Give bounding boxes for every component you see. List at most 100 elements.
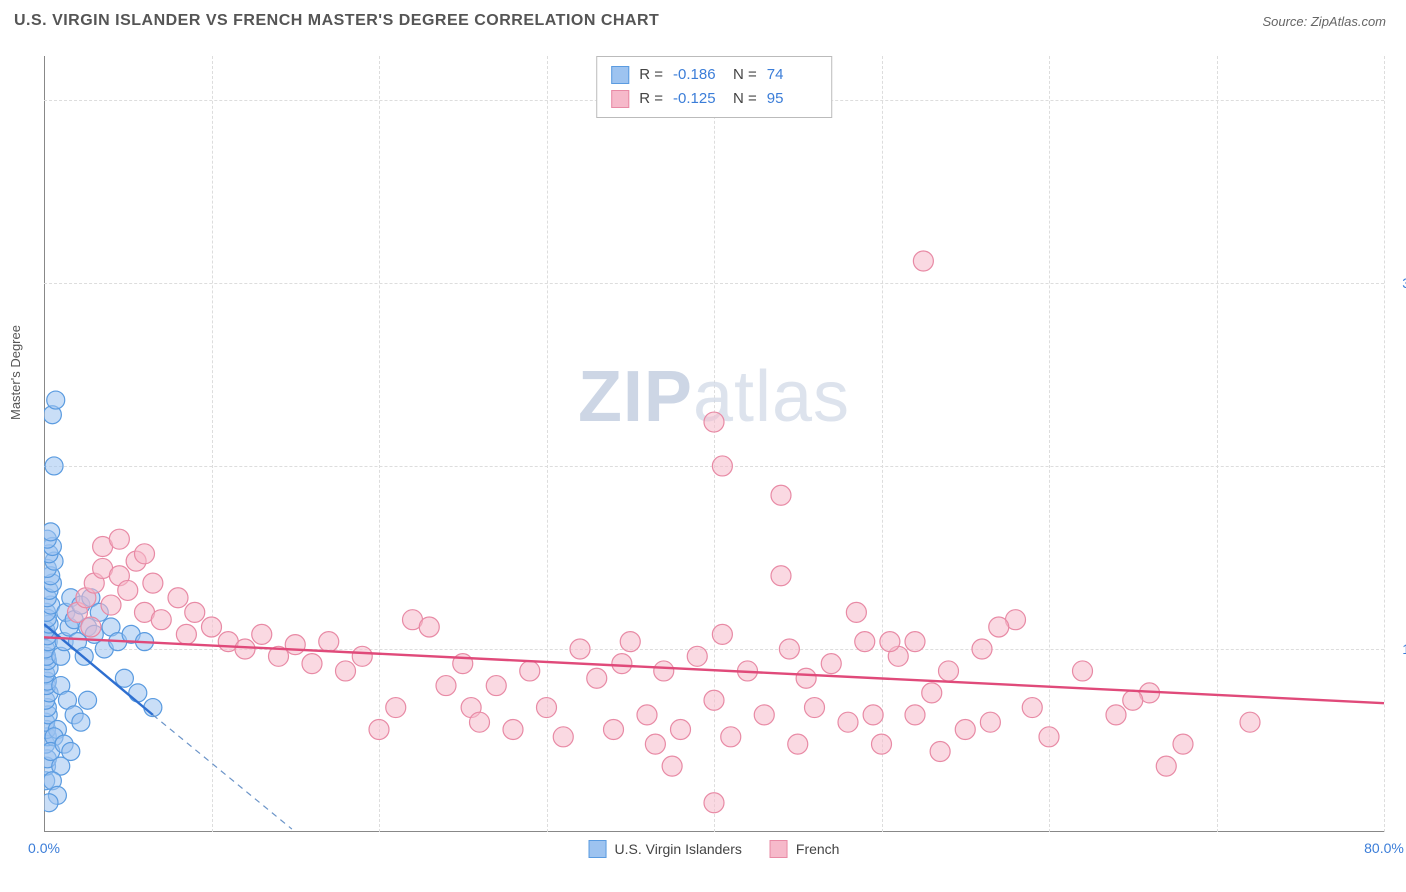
data-point: [486, 676, 506, 696]
data-point: [796, 668, 816, 688]
data-point: [671, 720, 691, 740]
data-point: [419, 617, 439, 637]
stats-legend: R = -0.186 N = 74 R = -0.125 N = 95: [596, 56, 832, 118]
data-point: [821, 654, 841, 674]
legend-row: R = -0.125 N = 95: [611, 87, 817, 111]
data-point: [101, 595, 121, 615]
data-point: [637, 705, 657, 725]
data-point: [955, 720, 975, 740]
data-point: [252, 624, 272, 644]
data-point: [44, 523, 60, 541]
data-point: [654, 661, 674, 681]
data-point: [905, 705, 925, 725]
data-point: [704, 793, 724, 813]
r-label: R =: [639, 87, 663, 111]
data-point: [771, 485, 791, 505]
data-point: [846, 602, 866, 622]
data-point: [109, 529, 129, 549]
legend-label: U.S. Virgin Islanders: [615, 841, 742, 857]
data-point: [135, 544, 155, 564]
data-point: [587, 668, 607, 688]
data-point: [930, 741, 950, 761]
data-point: [805, 698, 825, 718]
data-point: [319, 632, 339, 652]
legend-item: French: [770, 840, 840, 858]
data-point: [1073, 661, 1093, 681]
data-point: [620, 632, 640, 652]
data-point: [980, 712, 1000, 732]
data-point: [176, 624, 196, 644]
source-attribution: Source: ZipAtlas.com: [1262, 14, 1386, 29]
n-value: 74: [767, 63, 817, 87]
data-point: [386, 698, 406, 718]
r-label: R =: [639, 63, 663, 87]
data-point: [81, 617, 101, 637]
data-point: [352, 646, 372, 666]
data-point: [1106, 705, 1126, 725]
data-point: [151, 610, 171, 630]
data-point: [913, 251, 933, 271]
n-label: N =: [733, 63, 757, 87]
legend-item: U.S. Virgin Islanders: [589, 840, 742, 858]
legend-row: R = -0.186 N = 74: [611, 63, 817, 87]
data-point: [1240, 712, 1260, 732]
data-point: [520, 661, 540, 681]
r-value: -0.125: [673, 87, 723, 111]
data-point: [202, 617, 222, 637]
data-point: [302, 654, 322, 674]
data-point: [754, 705, 774, 725]
data-point: [779, 639, 799, 659]
data-point: [612, 654, 632, 674]
data-point: [79, 691, 97, 709]
data-point: [645, 734, 665, 754]
x-tick-label: 80.0%: [1364, 840, 1404, 856]
n-label: N =: [733, 87, 757, 111]
r-value: -0.186: [673, 63, 723, 87]
data-point: [1173, 734, 1193, 754]
data-point: [788, 734, 808, 754]
data-point: [185, 602, 205, 622]
data-point: [45, 457, 63, 475]
data-point: [1123, 690, 1143, 710]
data-point: [1022, 698, 1042, 718]
data-point: [604, 720, 624, 740]
data-point: [168, 588, 188, 608]
chart-title: U.S. VIRGIN ISLANDER VS FRENCH MASTER'S …: [14, 12, 659, 30]
x-tick-label: 0.0%: [28, 840, 60, 856]
data-point: [704, 412, 724, 432]
data-point: [436, 676, 456, 696]
data-point: [47, 391, 65, 409]
data-point: [503, 720, 523, 740]
legend-label: French: [796, 841, 840, 857]
plot-svg: [44, 56, 1384, 832]
data-point: [687, 646, 707, 666]
data-point: [118, 580, 138, 600]
data-point: [939, 661, 959, 681]
data-point: [712, 456, 732, 476]
legend-swatch: [611, 66, 629, 84]
data-point: [336, 661, 356, 681]
data-point: [972, 639, 992, 659]
grid-line-v: [1384, 56, 1385, 832]
legend-swatch: [770, 840, 788, 858]
data-point: [1039, 727, 1059, 747]
data-point: [872, 734, 892, 754]
data-point: [129, 684, 147, 702]
data-point: [855, 632, 875, 652]
data-point: [721, 727, 741, 747]
data-point: [880, 632, 900, 652]
data-point: [553, 727, 573, 747]
scatter-chart: 12.5%37.5%0.0%80.0% ZIPatlas R =-0.186N …: [44, 56, 1384, 832]
data-point: [1156, 756, 1176, 776]
data-point: [989, 617, 1009, 637]
y-tick-label: 37.5%: [1402, 275, 1406, 291]
y-axis-title: Master's Degree: [8, 325, 23, 420]
series-legend: U.S. Virgin Islanders French: [589, 840, 840, 858]
data-point: [712, 624, 732, 644]
data-point: [235, 639, 255, 659]
data-point: [143, 573, 163, 593]
legend-swatch: [611, 90, 629, 108]
data-point: [537, 698, 557, 718]
y-tick-label: 12.5%: [1402, 641, 1406, 657]
n-value: 95: [767, 87, 817, 111]
